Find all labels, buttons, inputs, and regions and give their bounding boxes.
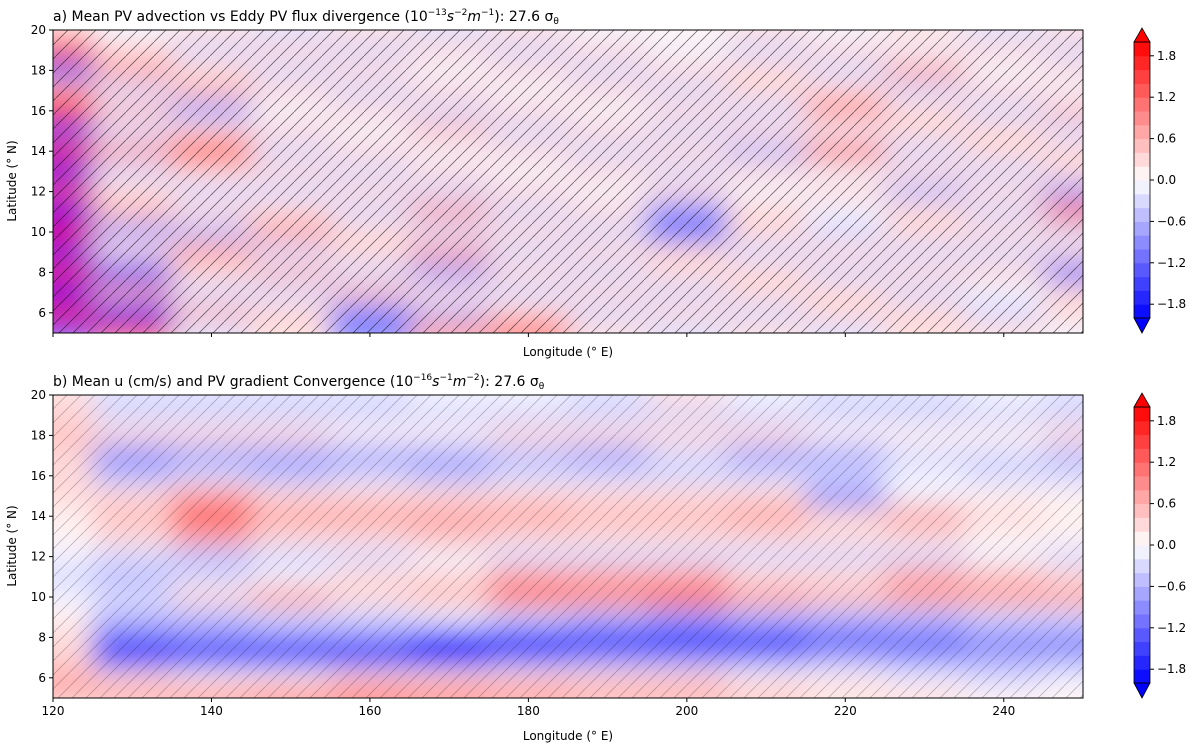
colorbar-level (1134, 517, 1150, 532)
colorbar-level (1134, 476, 1150, 491)
y-tick-label: 14 (31, 509, 46, 523)
y-tick-label: 14 (31, 144, 46, 158)
colorbar-level (1134, 193, 1150, 209)
colorbar-level (1134, 627, 1150, 643)
colorbar-level (1134, 420, 1150, 436)
colorbar-level (1134, 235, 1150, 250)
colorbar-level (1134, 152, 1150, 167)
y-tick-label: 10 (31, 225, 46, 239)
colorbar: 1.8 1.2 0.6 0.0 −0.6 −1.2 −1.8 (1133, 392, 1186, 699)
colorbar-level (1134, 124, 1150, 140)
y-tick-label: 20 (31, 23, 46, 37)
colorbar-level (1134, 290, 1150, 305)
plot-area (53, 395, 1083, 698)
colorbar-level (1134, 69, 1150, 84)
colorbar-extend-max (1133, 27, 1151, 43)
colorbar-level (1134, 97, 1150, 112)
colorbar-extend-min (1133, 317, 1151, 334)
colorbar-level (1134, 489, 1150, 505)
y-tick-label: 8 (38, 265, 46, 279)
colorbar-level (1134, 614, 1150, 629)
colorbar-level (1134, 462, 1150, 477)
x-tick-label: 160 (358, 704, 381, 718)
panel-a-title: a) Mean PV advection vs Eddy PV flux div… (53, 8, 559, 27)
colorbar-level (1134, 166, 1150, 181)
colorbar-extend-max (1133, 392, 1151, 408)
colorbar-tick-label: −0.6 (1157, 579, 1186, 593)
y-tick-label: 12 (31, 185, 46, 199)
colorbar-level (1134, 138, 1150, 153)
colorbar-level (1134, 434, 1150, 449)
colorbar-extend-min (1133, 682, 1151, 699)
y-tick-label: 20 (31, 388, 46, 402)
y-tick-label: 8 (38, 630, 46, 644)
colorbar-tick-label: 1.8 (1157, 414, 1176, 428)
y-tick-label: 16 (31, 469, 46, 483)
colorbar-level (1134, 55, 1150, 71)
colorbar-level (1134, 111, 1150, 126)
colorbar-tick-label: 1.2 (1157, 90, 1176, 104)
colorbar-level (1134, 262, 1150, 278)
colorbar-level (1134, 42, 1150, 57)
colorbar-level (1134, 407, 1150, 422)
colorbar-level (1134, 641, 1150, 656)
colorbar-level (1134, 545, 1150, 560)
hatching-overlay (53, 30, 1083, 333)
x-tick-label: 180 (517, 704, 540, 718)
colorbar-tick-label: −1.2 (1157, 621, 1186, 635)
y-tick-label: 18 (31, 63, 46, 77)
colorbar-level (1134, 221, 1150, 236)
colorbar-level (1134, 600, 1150, 615)
colorbar-level (1134, 558, 1150, 574)
colorbar-level (1134, 572, 1150, 587)
colorbar-level (1134, 180, 1150, 195)
panel-a: a) Mean PV advection vs Eddy PV flux div… (5, 8, 1186, 359)
colorbar-level (1134, 531, 1150, 546)
axes-frame (52, 394, 1084, 699)
colorbar-level (1134, 83, 1150, 98)
x-tick-label: 240 (992, 704, 1015, 718)
colorbar-tick-label: 1.8 (1157, 49, 1176, 63)
colorbar: 1.8 1.2 0.6 0.0 −0.6 −1.2 −1.8 (1133, 27, 1186, 334)
colorbar-tick-label: 0.6 (1157, 497, 1176, 511)
colorbar-tick-label: 1.2 (1157, 455, 1176, 469)
panel-a-xlabel: Longitude (° E) (523, 345, 613, 359)
y-tick-label: 12 (31, 550, 46, 564)
y-tick-label: 6 (38, 306, 46, 320)
colorbar-level (1134, 448, 1150, 463)
axes-frame (52, 29, 1084, 334)
colorbar-level (1134, 207, 1150, 222)
colorbar-tick-label: −1.8 (1157, 662, 1186, 676)
colorbar-tick-label: −0.6 (1157, 214, 1186, 228)
colorbar-level (1134, 276, 1150, 291)
panel-a-ylabel: Latitude (° N) (5, 140, 19, 221)
x-tick-label: 200 (675, 704, 698, 718)
y-tick-label: 6 (38, 671, 46, 685)
colorbar-level (1134, 304, 1150, 319)
x-tick-label: 220 (834, 704, 857, 718)
colorbar-tick-label: −1.8 (1157, 297, 1186, 311)
panel-b: b) Mean u (cm/s) and PV gradient Converg… (5, 373, 1186, 743)
y-tick-label: 18 (31, 428, 46, 442)
x-tick-label: 120 (42, 704, 65, 718)
colorbar-tick-label: 0.6 (1157, 132, 1176, 146)
colorbar-level (1134, 503, 1150, 518)
colorbar-level (1134, 669, 1150, 684)
colorbar-tick-label: 0.0 (1157, 538, 1176, 552)
plot-area (53, 30, 1083, 333)
colorbar-tick-label: 0.0 (1157, 173, 1176, 187)
colorbar-tick-label: −1.2 (1157, 256, 1186, 270)
colorbar-level (1134, 249, 1150, 264)
colorbar-level (1134, 655, 1150, 670)
x-tick-label: 140 (200, 704, 223, 718)
panel-b-xlabel: Longitude (° E) (523, 729, 613, 743)
y-tick-label: 16 (31, 104, 46, 118)
panel-b-ylabel: Latitude (° N) (5, 505, 19, 586)
hatching-overlay (53, 395, 1083, 698)
panel-b-title: b) Mean u (cm/s) and PV gradient Converg… (53, 373, 545, 392)
y-tick-label: 10 (31, 590, 46, 604)
colorbar-level (1134, 586, 1150, 601)
